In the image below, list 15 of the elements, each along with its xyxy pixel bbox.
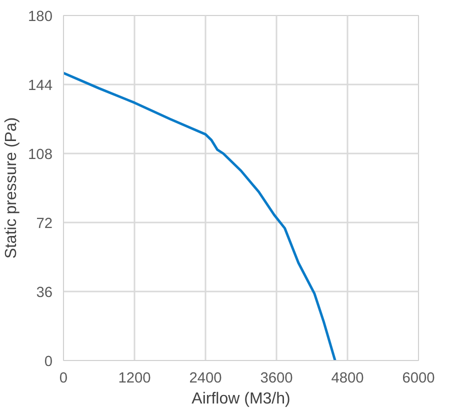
y-tick-label: 108 bbox=[28, 147, 53, 163]
x-tick-label: 0 bbox=[59, 370, 68, 386]
y-tick-label: 0 bbox=[44, 354, 53, 370]
y-tick-label: 36 bbox=[36, 285, 53, 301]
x-tick-label: 1200 bbox=[118, 370, 151, 386]
x-axis-title: Airflow (M3/h) bbox=[192, 390, 290, 408]
y-axis-title: Static pressure (Pa) bbox=[3, 117, 20, 259]
x-tick-label: 4800 bbox=[331, 370, 364, 386]
x-tick-label: 2400 bbox=[189, 370, 222, 386]
line-series bbox=[64, 72, 336, 360]
x-tick-label: 6000 bbox=[402, 370, 435, 386]
x-tick-label: 3600 bbox=[260, 370, 293, 386]
y-tick-label: 144 bbox=[28, 78, 53, 94]
y-tick-label: 72 bbox=[36, 216, 53, 232]
y-tick-label: 180 bbox=[28, 9, 53, 25]
